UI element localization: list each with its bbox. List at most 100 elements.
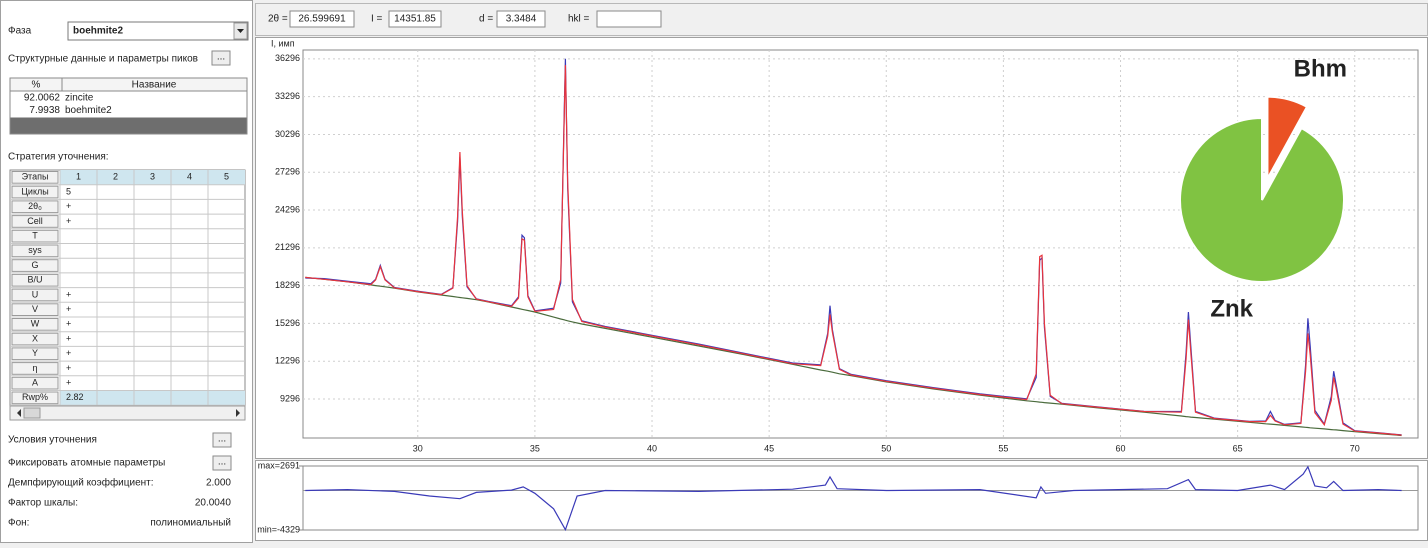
phase-dropdown[interactable]	[67, 21, 249, 41]
row-label-cell	[11, 200, 59, 214]
phase-value: boehmite2	[73, 26, 123, 37]
strategy-row-label: Циклы	[21, 186, 48, 196]
y-tick-label: 15296	[275, 318, 300, 328]
field-box	[388, 10, 442, 28]
button-text: ...	[218, 434, 226, 445]
strategy-cell: +	[66, 216, 71, 226]
row-label-cell	[11, 215, 59, 228]
scroll-left	[17, 409, 21, 417]
strategy-row-label: T	[32, 231, 38, 241]
damping-value: 2.000	[206, 478, 231, 489]
phase-header-cell: Название	[132, 80, 177, 91]
series-line	[305, 276, 1402, 437]
strategy-cell: +	[66, 363, 71, 373]
scroll-right	[236, 409, 240, 417]
strategy-row-label: W	[31, 319, 40, 329]
strategy-cell: +	[66, 348, 71, 358]
x-tick-label: 40	[647, 443, 657, 453]
row-label-cell	[11, 347, 59, 361]
row-label-cell	[11, 303, 59, 316]
row-label-cell	[11, 318, 59, 331]
arrow-icon	[237, 29, 244, 33]
y-tick-label: min=-4329	[257, 524, 300, 534]
strategy-label: Стратегия уточнения:	[8, 152, 109, 163]
strategy-cell: +	[66, 289, 71, 299]
strategy-header: 5	[224, 172, 229, 182]
strategy-row-label: Y	[32, 348, 38, 358]
ellipsis-button[interactable]	[212, 455, 232, 471]
row-label-cell	[11, 244, 59, 258]
h-scrollbar[interactable]	[9, 405, 246, 421]
strategy-row-label: V	[32, 304, 38, 314]
strategy-header: Этапы	[22, 172, 49, 182]
phase-name: boehmite2	[65, 105, 112, 116]
row-label-cell	[11, 185, 59, 199]
toolbar	[255, 3, 1428, 36]
x-tick-label: 60	[1116, 443, 1126, 453]
ellipsis-button[interactable]	[211, 50, 231, 66]
x-tick-label: 70	[1350, 443, 1360, 453]
field-box	[596, 10, 662, 28]
strategy-cell: +	[66, 201, 71, 211]
strategy-cell: 5	[66, 186, 71, 196]
strategy-cell: +	[66, 319, 71, 329]
strategy-row-label: Rwp%	[22, 392, 48, 402]
row-label-cell	[11, 288, 59, 302]
field-value: 14351.85	[394, 14, 436, 25]
scale-label: Фактор шкалы:	[8, 498, 78, 509]
fix-atomic-label: Фиксировать атомные параметры	[8, 458, 165, 469]
strategy-cell: 2.82	[66, 392, 84, 402]
field-value: 26.599691	[298, 14, 346, 25]
row-label-cell	[11, 273, 59, 287]
field-label: I =	[371, 14, 383, 25]
button-text: ...	[218, 457, 226, 468]
strategy-row-label: U	[32, 289, 39, 299]
strategy-header: 1	[76, 172, 81, 182]
plot-area	[302, 465, 1419, 531]
strategy-row-label: sys	[28, 245, 42, 255]
phase-header-cell: %	[32, 80, 41, 91]
scroll-thumb[interactable]	[23, 407, 41, 419]
scale-value: 20.0040	[195, 498, 232, 509]
rwp-row	[60, 390, 245, 406]
y-tick-label: 27296	[275, 167, 300, 177]
y-tick-label: max=2691	[258, 460, 300, 470]
field-value: 3.3484	[506, 14, 537, 25]
y-tick-label: 18296	[275, 280, 300, 290]
y-tick-label: 36296	[275, 53, 300, 63]
pie-label: Bhm	[1294, 56, 1347, 83]
strategy-row-label: Cell	[27, 216, 43, 226]
phase-percent: 92.0062	[24, 93, 61, 104]
row-label-cell	[11, 376, 59, 390]
field-label: d =	[479, 14, 493, 25]
row-label-cell	[11, 362, 59, 375]
row-label-cell	[11, 229, 59, 243]
x-tick-label: 65	[1233, 443, 1243, 453]
row-label-cell	[11, 171, 59, 184]
y-tick-label: 30296	[275, 129, 300, 139]
pie-label: Znk	[1210, 296, 1253, 323]
strategy-row-label: A	[32, 378, 38, 388]
field-label: 2θ =	[268, 14, 288, 25]
phase-header	[9, 77, 248, 92]
field-label: hkl =	[568, 14, 590, 25]
x-tick-label: 45	[764, 443, 774, 453]
ellipsis-button[interactable]	[212, 432, 232, 448]
button-text: ...	[217, 52, 225, 63]
strategy-header: 2	[113, 172, 118, 182]
phase-label: Фаза	[8, 26, 32, 37]
pie-slice	[1179, 116, 1345, 283]
strategy-row-label: η	[32, 363, 37, 373]
strategy-row-label: B/U	[27, 275, 42, 285]
row-label-cell	[11, 259, 59, 272]
y-tick-label: 21296	[275, 242, 300, 252]
structure-label: Структурные данные и параметры пиков	[8, 54, 198, 65]
strategy-cell: +	[66, 378, 71, 388]
strategy-cell: +	[66, 304, 71, 314]
background-value: полиномиальный	[150, 518, 231, 529]
field-box	[496, 10, 546, 28]
y-tick-label: 12296	[275, 356, 300, 366]
header-row	[60, 170, 245, 185]
strategy-row-label: X	[32, 333, 38, 343]
